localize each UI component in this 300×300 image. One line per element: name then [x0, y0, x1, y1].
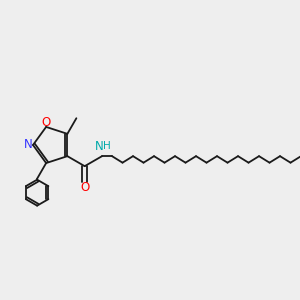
Text: O: O: [41, 116, 51, 129]
Text: N: N: [24, 139, 32, 152]
Text: H: H: [103, 141, 111, 151]
Text: O: O: [80, 181, 89, 194]
Text: N: N: [94, 140, 103, 153]
